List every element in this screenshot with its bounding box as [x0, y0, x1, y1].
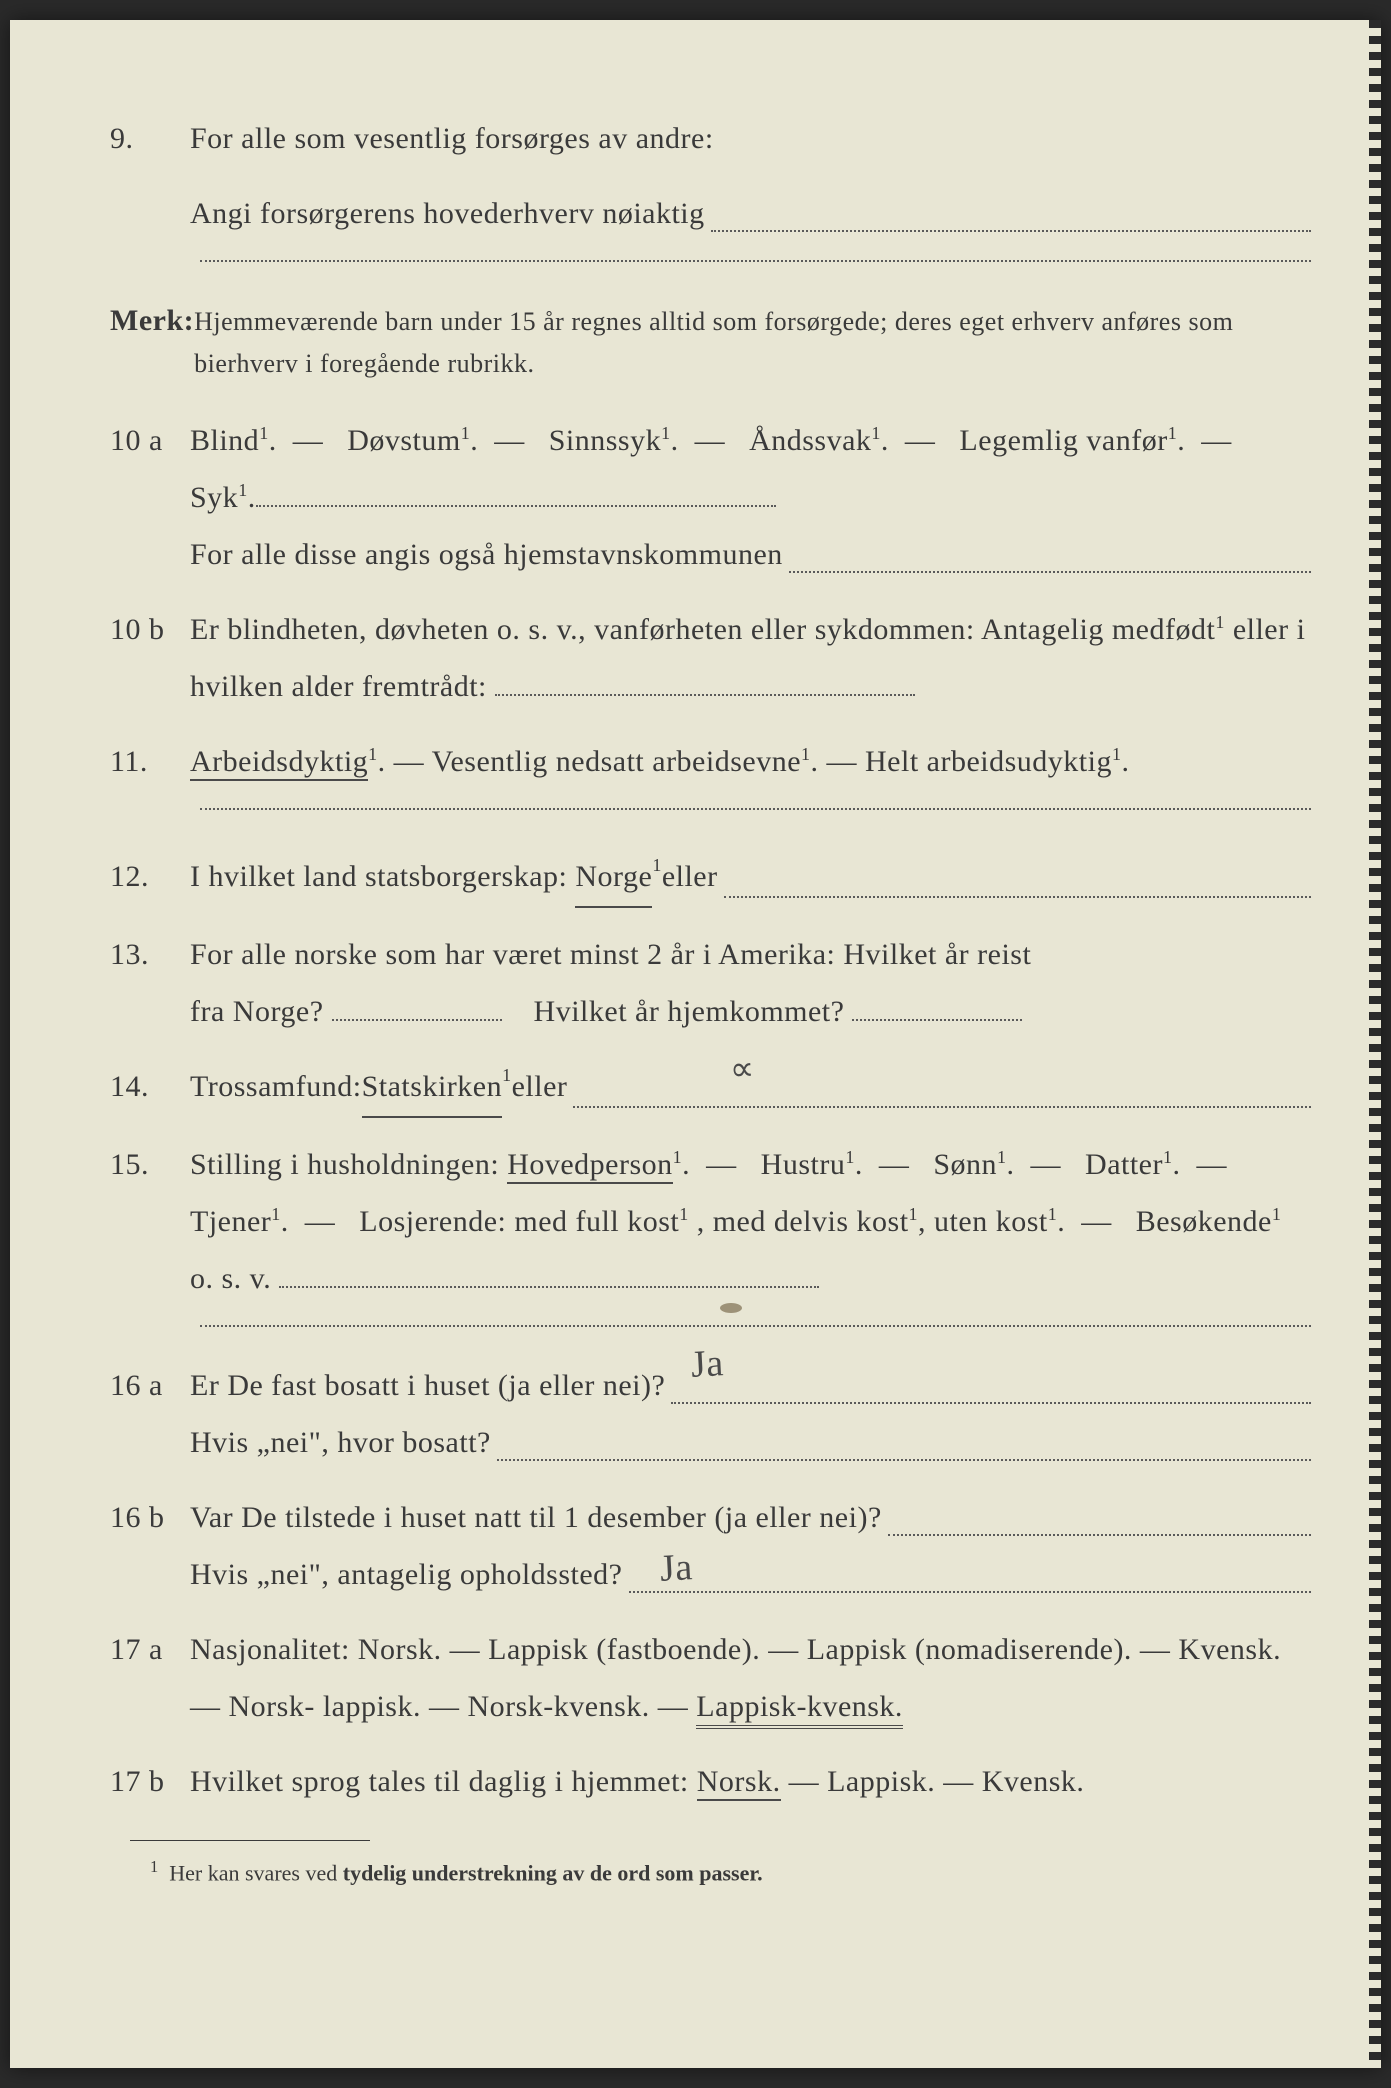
q11: 11. Arbeidsdyktig1. — Vesentlig nedsatt … [100, 733, 1311, 790]
q16b: 16 b Var De tilstede i huset natt til 1 … [100, 1489, 1311, 1603]
q15-continuation-line[interactable] [200, 1325, 1311, 1327]
footnote-bold: tydelig understrekning av de ord som pas… [343, 1861, 763, 1886]
q16b-blank2[interactable] [629, 1557, 1312, 1593]
q10a-number: 10 a [100, 412, 190, 469]
opt-losjerende-delvis[interactable]: , med delvis kost [697, 1205, 909, 1238]
q15-osv: o. s. v. [190, 1262, 271, 1295]
q16a-question: Er De fast bosatt i huset (ja eller nei)… [190, 1357, 665, 1414]
q13: 13. For alle norske som har været minst … [100, 926, 1311, 1040]
census-form-page: 9. For alle som vesentlig forsørges av a… [10, 20, 1381, 2068]
q15-pre: Stilling i husholdningen: [190, 1148, 507, 1181]
q10b-text-a: Er blindheten, døvheten o. s. v., vanfør… [190, 613, 1215, 646]
q14-handwritten-mark: ∝ [728, 1038, 756, 1104]
opt-nedsatt[interactable]: Vesentlig nedsatt arbeidsevne [432, 745, 801, 778]
q11-number: 11. [100, 733, 190, 790]
q16b-number: 16 b [100, 1489, 190, 1546]
opt-norsk-selected[interactable]: Norsk. [697, 1765, 781, 1801]
q12-number: 12. [100, 848, 190, 905]
merk-text: Hjemmeværende barn under 15 år regnes al… [194, 301, 1311, 384]
q13-blank1[interactable] [332, 985, 502, 1021]
q10a: 10 a Blind1. — Døvstum1. — Sinnssyk1. — … [100, 412, 1311, 583]
q13-line1: For alle norske som har været minst 2 år… [190, 938, 1031, 971]
opt-tjener[interactable]: Tjener [190, 1205, 271, 1238]
q17b: 17 b Hvilket sprog tales til daglig i hj… [100, 1753, 1311, 1810]
q10a-tail: For alle disse angis også hjemstavnskomm… [190, 526, 783, 583]
q16a: 16 a Er De fast bosatt i huset (ja eller… [100, 1357, 1311, 1471]
q17a: 17 a Nasjonalitet: Norsk. — Lappisk (fas… [100, 1621, 1311, 1735]
q12-pre: I hvilket land statsborgerskap: [190, 848, 567, 908]
opt-legemlig-vanfor[interactable]: Legemlig vanfør [959, 424, 1167, 457]
opt-syk[interactable]: Syk [190, 481, 238, 514]
q9-blank[interactable] [711, 196, 1311, 232]
q16b-blank[interactable] [888, 1500, 1311, 1536]
q17a-number: 17 a [100, 1621, 190, 1678]
opt-hustru[interactable]: Hustru [761, 1148, 846, 1181]
q12-post: eller [662, 848, 718, 908]
q17b-number: 17 b [100, 1753, 190, 1810]
q16a-handwritten-ja: Ja [689, 1327, 725, 1401]
opt-arbeidsdyktig-selected[interactable]: Arbeidsdyktig [190, 745, 368, 781]
opt-besokende[interactable]: Besøkende [1136, 1205, 1272, 1238]
q9-text1: For alle som vesentlig forsørges av andr… [190, 110, 1311, 167]
q10b-blank[interactable] [495, 660, 915, 696]
opt-sonn[interactable]: Sønn [933, 1148, 997, 1181]
ink-smudge [720, 1303, 742, 1313]
opt-datter[interactable]: Datter [1085, 1148, 1163, 1181]
q12: 12. I hvilket land statsborgerskap: Norg… [100, 848, 1311, 908]
footnote-marker: 1 [150, 1857, 158, 1876]
q16a-number: 16 a [100, 1357, 190, 1414]
merk-label: Merk: [100, 292, 194, 349]
q17b-post[interactable]: — Lappisk. — Kvensk. [789, 1765, 1085, 1798]
q13-number: 13. [100, 926, 190, 983]
q14-blank[interactable] [573, 1072, 1311, 1108]
q14-number: 14. [100, 1058, 190, 1115]
opt-andssvak[interactable]: Åndssvak [749, 424, 871, 457]
q13-blank2[interactable] [852, 985, 1022, 1021]
merk-note: Merk: Hjemmeværende barn under 15 år reg… [100, 292, 1311, 384]
q9-continuation-line[interactable] [200, 260, 1311, 262]
q14-post: eller [512, 1058, 568, 1118]
q9-text2: Angi forsørgerens hovederhverv nøiaktig [190, 185, 705, 242]
q16a-blank2[interactable] [497, 1425, 1311, 1461]
opt-statskirken-selected[interactable]: Statskirken [362, 1058, 503, 1118]
q16a-line2: Hvis „nei", hvor bosatt? [190, 1414, 491, 1471]
q14-pre: Trossamfund: [190, 1058, 362, 1118]
q16b-handwritten-ja: Ja [658, 1531, 694, 1605]
opt-blind[interactable]: Blind [190, 424, 259, 457]
footnote: 1 Her kan svares ved tydelig understrekn… [150, 1857, 1311, 1886]
q15: 15. Stilling i husholdningen: Hovedperso… [100, 1136, 1311, 1307]
q16b-line2: Hvis „nei", antagelig opholdssted? [190, 1546, 623, 1603]
opt-lappisk-kvensk-selected[interactable]: Lappisk-kvensk. [696, 1690, 903, 1729]
q9-number: 9. [100, 110, 190, 167]
opt-losjerende-full[interactable]: Losjerende: med full kost [359, 1205, 679, 1238]
q16b-question: Var De tilstede i huset natt til 1 desem… [190, 1489, 882, 1546]
q9-line1: 9. For alle som vesentlig forsørges av a… [100, 110, 1311, 167]
opt-uten-kost[interactable]: uten kost [934, 1205, 1048, 1238]
opt-sinnssyk[interactable]: Sinnssyk [549, 424, 661, 457]
opt-dovstum[interactable]: Døvstum [347, 424, 461, 457]
q15-number: 15. [100, 1136, 190, 1193]
opt-norge-selected[interactable]: Norge [575, 848, 652, 908]
q13-line2b: Hvilket år hjemkommet? [534, 995, 845, 1028]
q10b: 10 b Er blindheten, døvheten o. s. v., v… [100, 601, 1311, 715]
q14: 14. Trossamfund: Statskirken1 eller ∝ [100, 1058, 1311, 1118]
q16a-blank[interactable]: Ja [671, 1368, 1311, 1404]
q11-continuation-line[interactable] [200, 808, 1311, 810]
opt-hovedperson-selected[interactable]: Hovedperson [507, 1148, 672, 1184]
footnote-rule [130, 1840, 370, 1841]
q10b-number: 10 b [100, 601, 190, 658]
opt-udyktig[interactable]: Helt arbeidsudyktig [865, 745, 1112, 778]
q12-blank[interactable] [724, 862, 1311, 898]
q9-line2: Angi forsørgerens hovederhverv nøiaktig [100, 185, 1311, 242]
footnote-pre: Her kan svares ved [169, 1861, 343, 1886]
q13-line2a: fra Norge? [190, 995, 324, 1028]
q17b-pre: Hvilket sprog tales til daglig i hjemmet… [190, 1765, 697, 1798]
q10a-blank[interactable] [789, 537, 1311, 573]
